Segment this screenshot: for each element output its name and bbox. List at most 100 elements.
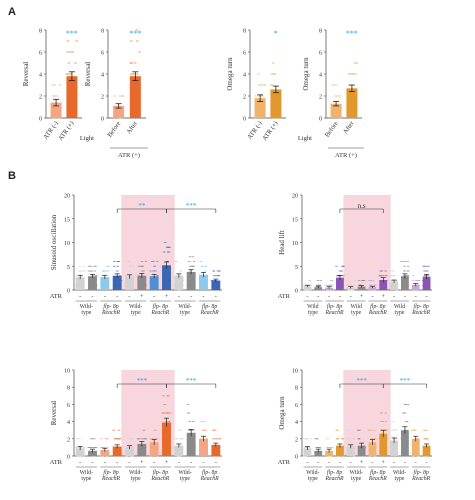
b2-bar bbox=[422, 276, 431, 290]
b4-data-point bbox=[352, 455, 356, 457]
b2-group-label: Wild bbox=[307, 304, 318, 310]
b2-data-point bbox=[418, 280, 421, 281]
b2-ytick-label: 0 bbox=[295, 289, 298, 295]
b3-group-label: Wild- bbox=[129, 470, 142, 476]
b4-data-point bbox=[416, 455, 420, 457]
b2-ytick-label: 5 bbox=[295, 265, 298, 271]
b3-bar bbox=[100, 449, 110, 456]
a1-ytick-label: 6 bbox=[39, 51, 42, 57]
a2-data-point bbox=[134, 62, 137, 64]
a4-significance: *** bbox=[346, 29, 358, 38]
a3-data-point bbox=[254, 117, 257, 119]
a4-data-point bbox=[353, 95, 356, 97]
b3-group-label: type bbox=[81, 476, 91, 482]
b1-data-point bbox=[117, 284, 120, 286]
b3-data-point bbox=[176, 455, 180, 457]
a1-data-point bbox=[53, 95, 56, 97]
b2-data-point bbox=[427, 265, 430, 267]
a1-data-point bbox=[69, 51, 72, 53]
a1-ytick-label: 8 bbox=[39, 29, 42, 35]
b1-data-point bbox=[174, 261, 177, 262]
b3-data-point bbox=[101, 447, 105, 448]
b1-bar bbox=[88, 276, 97, 290]
b1-data-point bbox=[87, 270, 91, 272]
b1-data-point bbox=[91, 284, 94, 286]
b3-data-point bbox=[218, 447, 221, 448]
b4-atr-sign: - bbox=[415, 459, 417, 466]
b2-data-point bbox=[372, 280, 375, 281]
b1-data-point bbox=[81, 270, 84, 272]
b3-ytick-label: 6 bbox=[67, 403, 70, 409]
b4-data-point bbox=[425, 429, 428, 431]
b4-data-point bbox=[347, 429, 351, 431]
b1-data-point bbox=[150, 261, 154, 262]
b4-data-point bbox=[391, 429, 394, 431]
b1-data-point bbox=[75, 284, 78, 286]
b1-group-label: flp- 8p bbox=[153, 303, 168, 310]
a3-x-label: ATR (+) bbox=[261, 120, 279, 142]
b1-data-point bbox=[142, 284, 146, 286]
b1-data-point bbox=[188, 256, 192, 258]
b2-data-point bbox=[404, 275, 407, 277]
b3-data-point bbox=[76, 438, 80, 440]
b4-data-point bbox=[411, 429, 415, 431]
b2-data-point bbox=[313, 289, 317, 291]
b1-data-point bbox=[101, 270, 105, 272]
b4-data-point bbox=[393, 429, 397, 431]
b3-data-point bbox=[189, 447, 192, 448]
b1-data-point bbox=[174, 275, 178, 277]
b3-ytick-label: 10 bbox=[64, 369, 70, 375]
b3-data-point bbox=[82, 447, 86, 448]
b2-data-point bbox=[346, 284, 350, 286]
b4-group-label: type bbox=[351, 476, 361, 482]
b2-atr-sign: - bbox=[306, 293, 308, 300]
b3-data-point bbox=[113, 438, 116, 440]
b3-data-point bbox=[201, 447, 204, 448]
b4-atr-sign: - bbox=[339, 459, 341, 466]
b1-data-point bbox=[179, 275, 182, 277]
b4-data-point bbox=[404, 421, 408, 422]
b4-atr-sign: - bbox=[328, 459, 330, 466]
b1-atr-sign: - bbox=[104, 293, 106, 300]
b4-data-point bbox=[337, 455, 340, 457]
b1-data-point bbox=[129, 275, 132, 277]
a3-data-point bbox=[270, 73, 274, 75]
b2-data-point bbox=[357, 280, 361, 281]
b3-data-point bbox=[215, 438, 218, 440]
b3-y-label: Reversal bbox=[50, 401, 58, 426]
b4-data-point bbox=[309, 438, 312, 440]
b2-atr-sign: - bbox=[425, 293, 427, 300]
b3-data-point bbox=[168, 421, 171, 422]
b2-data-point bbox=[411, 275, 415, 277]
b3-data-point bbox=[177, 438, 180, 440]
b4-data-point bbox=[330, 455, 333, 457]
a3-data-point bbox=[277, 106, 281, 108]
b3-data-point bbox=[126, 447, 129, 448]
b3-data-point bbox=[166, 447, 169, 448]
b1-data-point bbox=[166, 261, 169, 262]
b2-data-point bbox=[382, 280, 385, 281]
b1-data-point bbox=[154, 280, 157, 281]
b3-data-point bbox=[188, 421, 192, 422]
b3-data-point bbox=[142, 438, 145, 440]
a2-data-point bbox=[121, 106, 125, 108]
a3-y-label: Omega turn bbox=[226, 57, 234, 91]
b4-atr-sign: - bbox=[306, 459, 308, 466]
b1-data-point bbox=[126, 261, 130, 262]
a1-data-point bbox=[70, 106, 74, 108]
b1-data-point bbox=[173, 284, 177, 286]
b3-group-label: Wild- bbox=[178, 470, 191, 476]
b2-data-point bbox=[337, 284, 340, 286]
b4-data-point bbox=[369, 429, 373, 431]
a4-bar bbox=[330, 103, 342, 118]
b3-data-point bbox=[149, 438, 152, 440]
b4-data-point bbox=[405, 447, 409, 448]
b1-data-point bbox=[200, 284, 203, 286]
b2-data-point bbox=[396, 284, 399, 286]
b1-data-point bbox=[188, 280, 191, 281]
a3-data-point bbox=[274, 117, 277, 119]
b1-data-point bbox=[212, 275, 216, 277]
a4-data-point bbox=[334, 106, 338, 108]
b3-bar bbox=[88, 450, 97, 456]
a2-data-point bbox=[113, 95, 116, 97]
